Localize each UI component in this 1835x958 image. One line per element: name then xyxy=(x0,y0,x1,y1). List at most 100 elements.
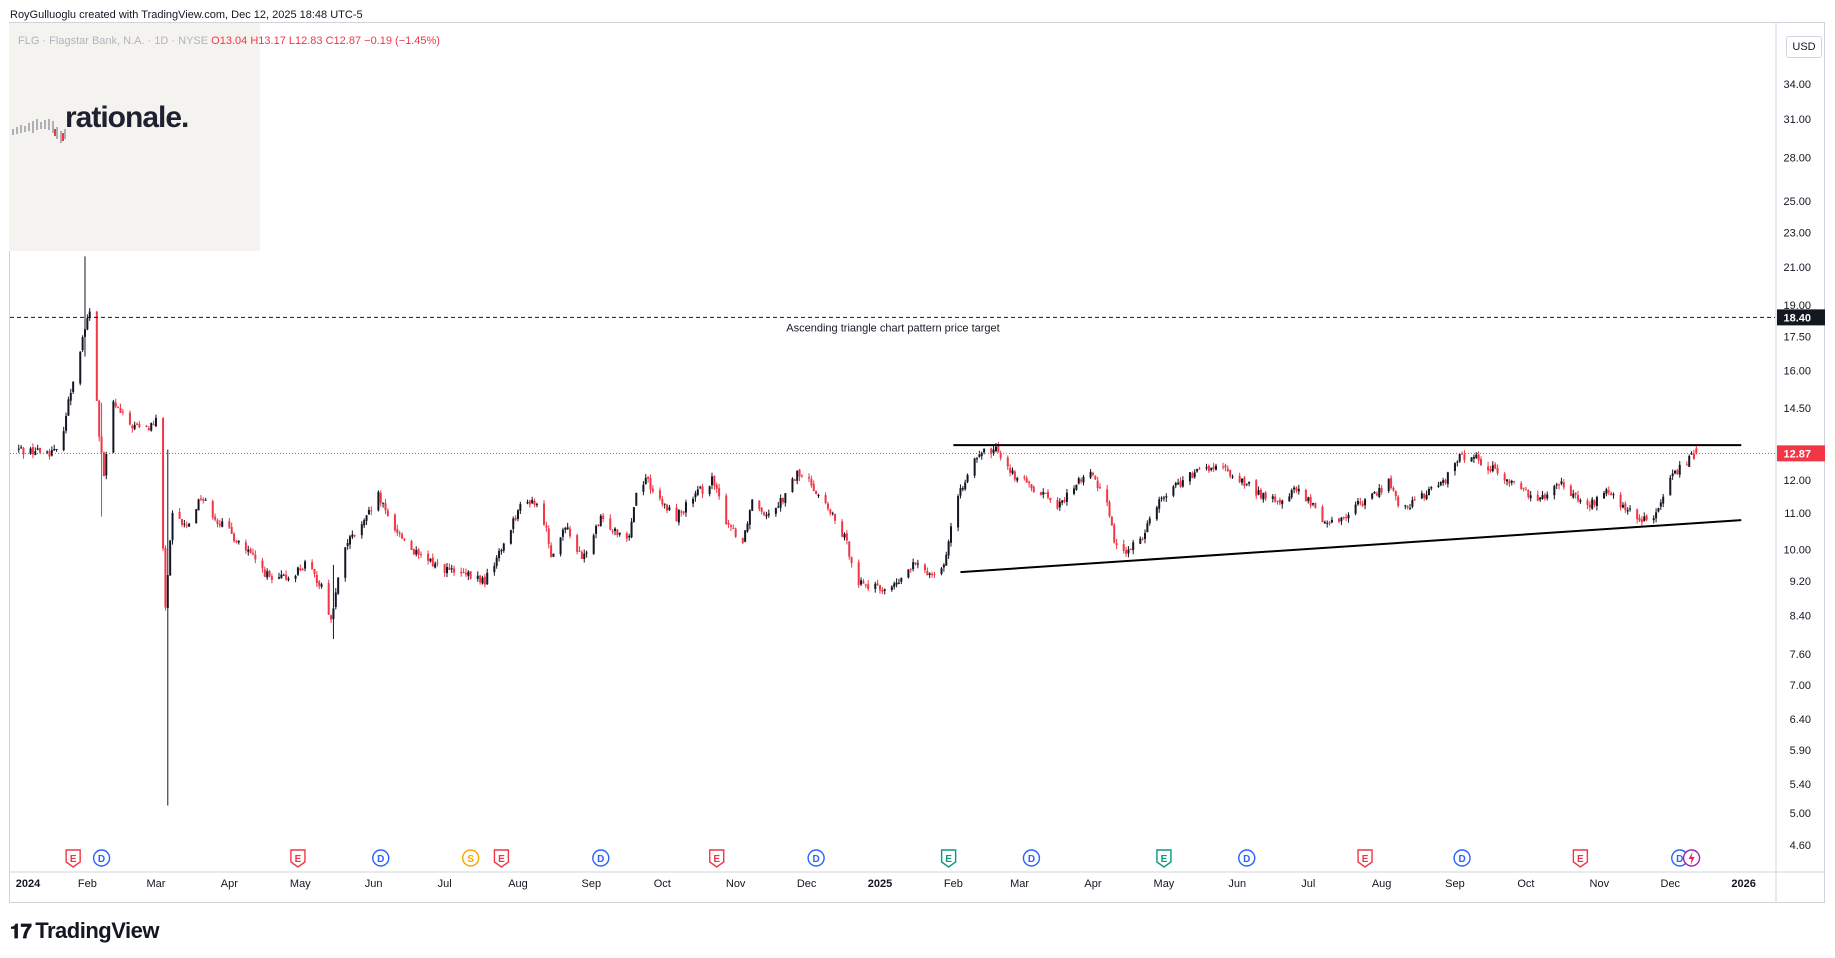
candle-body xyxy=(1356,500,1359,505)
candle-body xyxy=(561,529,564,537)
candle-body xyxy=(1110,516,1113,526)
candle-body xyxy=(393,514,396,531)
candle-body xyxy=(330,615,333,620)
candle-body xyxy=(741,537,744,543)
candle-body xyxy=(1394,491,1397,497)
candle-body xyxy=(585,552,588,554)
candle-body xyxy=(1030,484,1033,489)
currency-button[interactable]: USD xyxy=(1786,36,1822,58)
candle-body xyxy=(1496,467,1499,474)
candle-body xyxy=(966,474,969,482)
split-marker-icon xyxy=(461,849,480,867)
candle-body xyxy=(760,507,763,512)
candle-body xyxy=(1621,504,1624,508)
earnings-marker-icon xyxy=(290,849,306,868)
candle-body xyxy=(1039,492,1042,496)
candle-body xyxy=(514,517,517,520)
candle-body xyxy=(301,568,304,570)
y-tick-label: 10.00 xyxy=(1783,544,1811,556)
y-tick-label: 14.50 xyxy=(1783,403,1811,415)
candle-body xyxy=(763,512,766,515)
candle-body xyxy=(1281,500,1284,505)
candle-body xyxy=(1063,499,1066,502)
candle-body xyxy=(1231,476,1234,478)
candle-body xyxy=(1494,464,1497,469)
candle-body xyxy=(1522,487,1525,489)
x-tick-label: Jun xyxy=(365,878,383,890)
x-tick-label: Aug xyxy=(1372,878,1392,890)
dividend-marker-icon xyxy=(1453,849,1471,867)
candle-body xyxy=(228,521,231,528)
earnings-marker-icon xyxy=(1357,849,1373,868)
candle-body xyxy=(479,575,482,583)
candle-body xyxy=(34,451,37,456)
x-tick-label: Nov xyxy=(726,878,746,890)
candle-body xyxy=(1669,477,1672,496)
candle-body xyxy=(1626,509,1629,512)
candle-body xyxy=(1311,503,1315,505)
candle-body xyxy=(611,530,614,532)
x-tick-label: Jun xyxy=(1228,878,1246,890)
candle-body xyxy=(552,553,555,557)
candle-body xyxy=(748,510,751,525)
candle-body xyxy=(294,575,297,579)
candle-body xyxy=(732,527,735,529)
candle-body xyxy=(874,583,877,589)
candle-body xyxy=(893,583,896,587)
event-marker-label: S xyxy=(467,854,474,865)
candle-body xyxy=(1674,471,1677,474)
candle-body xyxy=(791,478,794,492)
candle-body xyxy=(509,530,512,544)
candle-body xyxy=(649,478,652,490)
candle-body xyxy=(1096,480,1099,489)
candle-body xyxy=(1210,467,1213,471)
candle-body xyxy=(1685,464,1688,466)
candle-body xyxy=(1115,543,1118,546)
candle-body xyxy=(1129,549,1132,551)
candle-body xyxy=(580,552,583,559)
event-marker-label: E xyxy=(713,854,720,865)
candle-body xyxy=(1489,469,1492,472)
candle-body xyxy=(1257,490,1260,495)
dividend-marker-icon xyxy=(592,849,610,867)
candle-body xyxy=(1241,478,1244,483)
candle-body xyxy=(1255,480,1258,496)
candle-body xyxy=(1546,494,1549,499)
candle-body xyxy=(647,476,650,479)
candle-body xyxy=(1406,506,1409,508)
candle-body xyxy=(188,523,191,527)
candle-body xyxy=(1553,485,1556,496)
candle-body xyxy=(1309,496,1312,506)
candle-body xyxy=(1442,480,1445,483)
candle-body xyxy=(663,503,666,505)
x-tick-label: Sep xyxy=(582,878,602,890)
candle-body xyxy=(1077,478,1080,484)
y-tick-label: 8.40 xyxy=(1790,611,1811,623)
x-tick-label: Dec xyxy=(1661,878,1681,890)
event-marker-label: E xyxy=(498,854,505,865)
legend-close-value: 12.87 xyxy=(333,35,362,47)
y-tick-label: 16.00 xyxy=(1783,366,1811,378)
x-tick-label: Feb xyxy=(78,878,97,890)
candle-body xyxy=(1058,501,1061,508)
candle-body xyxy=(1624,503,1627,511)
candle-body xyxy=(443,564,446,573)
candle-body xyxy=(1274,496,1277,502)
candle-body xyxy=(895,582,898,585)
candle-body xyxy=(658,490,661,499)
candle-body xyxy=(39,447,42,453)
candle-body xyxy=(815,490,818,495)
candle-body xyxy=(1576,495,1580,501)
candle-body xyxy=(680,511,683,513)
chart-frame xyxy=(9,22,1825,903)
legend-high-label: H xyxy=(250,35,259,47)
candle-body xyxy=(171,512,174,541)
candle-body xyxy=(535,503,538,505)
candle-body xyxy=(1375,493,1378,496)
candle-body xyxy=(1527,489,1530,497)
candle-body xyxy=(850,557,853,563)
x-tick-label: Mar xyxy=(146,878,165,890)
y-tick-label: 4.60 xyxy=(1790,840,1811,852)
candle-body xyxy=(1477,454,1480,461)
